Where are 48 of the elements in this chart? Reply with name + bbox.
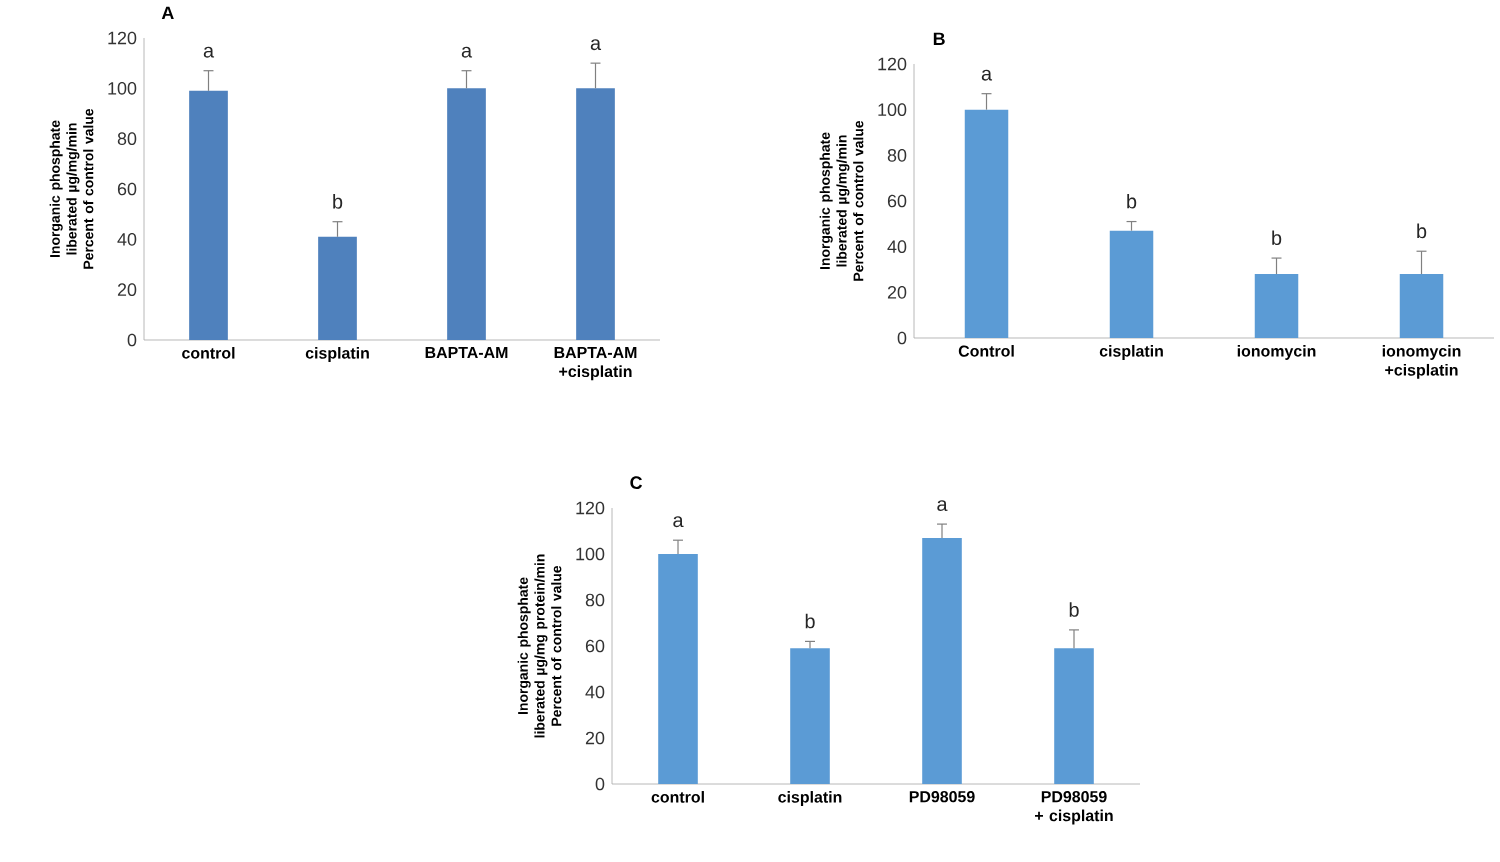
bar — [318, 236, 357, 340]
annotation: a — [203, 46, 215, 58]
y-tick-label: 20 — [887, 285, 907, 299]
annotation: a — [937, 500, 948, 512]
y-tick-label: 0 — [127, 333, 137, 347]
y-tick-label: 0 — [897, 331, 907, 345]
chart-title: B — [933, 32, 945, 45]
y-tick-label: 80 — [585, 593, 605, 607]
y-tick-label: 100 — [878, 103, 907, 117]
chart-title: A — [161, 6, 174, 19]
y-tick-label: 20 — [585, 731, 605, 745]
y-tick-label: 80 — [887, 148, 907, 162]
annotation: a — [461, 46, 473, 58]
y-tick-label: 60 — [585, 639, 605, 653]
y-tick-label: 60 — [887, 194, 907, 208]
y-tick-label: 0 — [595, 777, 605, 791]
annotation: a — [673, 516, 684, 528]
y-tick-label: 120 — [878, 57, 907, 71]
bar — [964, 109, 1009, 338]
bar — [189, 90, 228, 340]
annotation: b — [1069, 602, 1079, 617]
y-tick-label: 100 — [576, 547, 605, 561]
annotation: b — [1272, 230, 1282, 246]
y-tick-label: 40 — [585, 685, 605, 699]
y-tick-label: 40 — [887, 240, 907, 254]
bar — [1254, 274, 1299, 338]
bar — [1109, 230, 1154, 338]
bar — [790, 648, 830, 784]
bar — [576, 88, 615, 340]
bar — [447, 88, 486, 340]
y-tick-label: 40 — [117, 232, 137, 246]
bar — [1054, 648, 1094, 784]
y-tick-label: 80 — [117, 132, 137, 146]
y-tick-label: 120 — [108, 31, 137, 45]
bar — [658, 554, 698, 784]
annotation: a — [590, 39, 602, 51]
annotation: b — [1127, 193, 1137, 209]
annotation: b — [1417, 223, 1427, 239]
y-tick-label: 20 — [117, 283, 137, 297]
bar — [1399, 274, 1444, 338]
y-tick-label: 100 — [108, 81, 137, 95]
annotation: a — [981, 69, 993, 81]
bar — [922, 537, 962, 784]
annotation: b — [333, 194, 343, 209]
y-tick-label: 60 — [117, 182, 137, 196]
y-tick-label: 120 — [576, 501, 605, 515]
chart-title: C — [630, 476, 643, 490]
annotation: b — [805, 613, 815, 629]
